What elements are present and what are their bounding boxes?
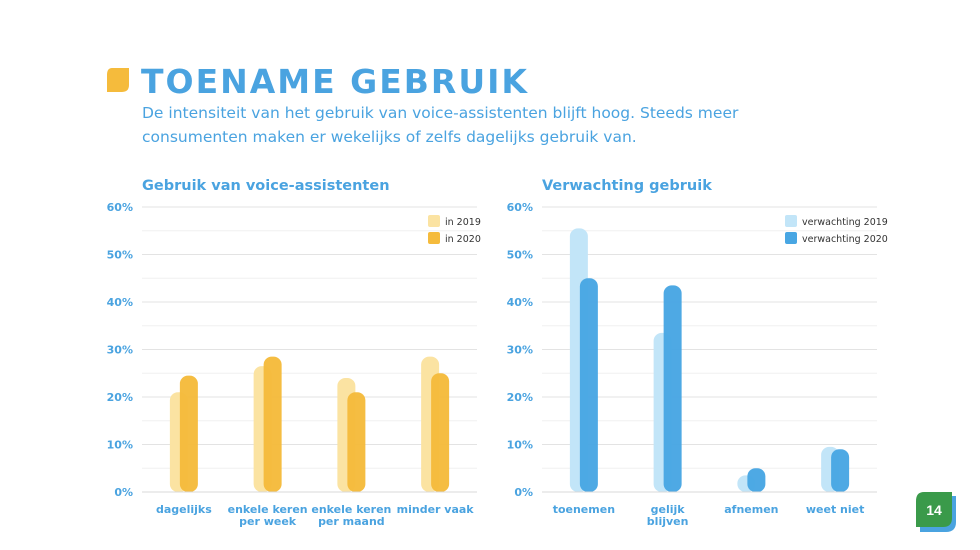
x-tick-label: enkele keren per maand xyxy=(311,503,391,528)
y-tick-label: 20% xyxy=(107,391,133,404)
legend-swatch xyxy=(785,232,797,244)
x-tick-label: afnemen xyxy=(724,503,778,516)
bar-series2 xyxy=(263,356,282,492)
x-tick-label: gelijk blijven xyxy=(647,503,689,528)
legend-label: in 2020 xyxy=(445,234,481,245)
bar-series2 xyxy=(579,278,598,492)
bar-series2 xyxy=(663,285,682,492)
y-tick-label: 30% xyxy=(107,344,133,357)
leaf-icon xyxy=(107,68,129,92)
page-number-badge: 14 xyxy=(916,492,956,532)
bar-series2 xyxy=(347,392,366,492)
page-title: TOENAME GEBRUIK xyxy=(141,62,529,101)
y-tick-label: 0% xyxy=(514,486,533,499)
y-tick-label: 40% xyxy=(507,296,533,309)
bar-series2 xyxy=(431,373,450,492)
y-tick-label: 0% xyxy=(114,486,133,499)
legend-label: in 2019 xyxy=(445,217,481,228)
page-number: 14 xyxy=(926,502,942,518)
y-tick-label: 50% xyxy=(507,249,533,262)
y-tick-label: 60% xyxy=(107,201,133,214)
x-tick-label: enkele keren per week xyxy=(228,503,308,528)
legend-label: verwachting 2020 xyxy=(802,234,888,245)
x-tick-label: weet niet xyxy=(806,503,865,516)
bar-series2 xyxy=(179,375,198,492)
bar-series2 xyxy=(747,468,766,492)
x-tick-label: minder vaak xyxy=(397,503,475,516)
legend-swatch xyxy=(428,232,440,244)
chart-usage: 0% 10% 20% 30% 40% 50% 60% dagelijks enkele kere… xyxy=(107,201,481,528)
y-tick-label: 60% xyxy=(507,201,533,214)
y-tick-label: 50% xyxy=(107,249,133,262)
bar-series2 xyxy=(831,449,850,492)
y-tick-label: 40% xyxy=(107,296,133,309)
legend-label: verwachting 2019 xyxy=(802,217,888,228)
y-tick-label: 10% xyxy=(107,439,133,452)
page-subtitle: De intensiteit van het gebruik van voice… xyxy=(142,104,739,146)
y-tick-label: 10% xyxy=(507,439,533,452)
legend-swatch xyxy=(785,215,797,227)
y-tick-label: 20% xyxy=(507,391,533,404)
x-tick-label: dagelijks xyxy=(156,503,212,516)
chart-title-usage: Gebruik van voice-assistenten xyxy=(142,178,390,194)
legend-swatch xyxy=(428,215,440,227)
x-tick-label: toenemen xyxy=(553,503,615,516)
chart-title-expectation: Verwachting gebruik xyxy=(542,178,712,194)
chart-expectation: 0% 10% 20% 30% 40% 50% 60% toenemen gelijk blijve… xyxy=(507,201,888,528)
y-tick-label: 30% xyxy=(507,344,533,357)
